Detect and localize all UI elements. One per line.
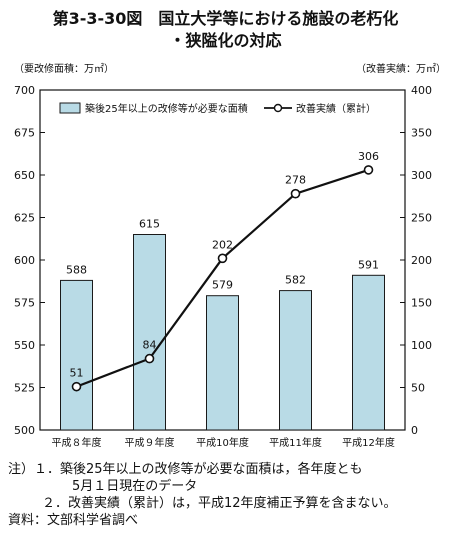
line-point <box>363 165 374 175</box>
left-axis-unit-label: （要改修面積：万㎡） <box>14 62 114 75</box>
bar <box>279 290 312 431</box>
bar <box>352 274 385 431</box>
chart: （要改修面積：万㎡） （改善実績：万㎡）500525550575600625650… <box>14 62 446 449</box>
x-axis-category-label: 平成10年度 <box>196 436 249 449</box>
legend-bar-swatch <box>59 102 81 114</box>
data-labels: 588 615 579 582 591 51 84 202 278 306 <box>66 150 379 380</box>
line-series <box>71 165 374 392</box>
legend-bar-label: 築後25年以上の改修等が必要な面積 <box>85 102 248 115</box>
left-axis-tick-label: 525 <box>14 382 35 395</box>
note-1-line-1: 注）１．築後25年以上の改修等が必要な面積は，各年度とも <box>8 461 448 478</box>
left-axis-tick-label: 650 <box>14 169 35 182</box>
legend-line-marker <box>273 103 283 113</box>
bar-series <box>60 234 385 431</box>
title-line-1: 第3-3-30図 国立大学等における施設の老朽化 <box>52 9 399 28</box>
right-axis-tick-label: 0 <box>411 424 418 437</box>
bar-value-label: 579 <box>212 279 233 292</box>
x-axis-category-label: 平成11年度 <box>269 436 322 449</box>
chart-title: 第3-3-30図 国立大学等における施設の老朽化 ・狭隘化の対応 <box>0 8 451 52</box>
note-1-prefix: 注）１． <box>8 462 61 477</box>
line-value-label: 51 <box>70 367 84 380</box>
x-axis-category-label: 平成12年度 <box>342 436 395 449</box>
bar <box>60 279 93 431</box>
legend: 築後25年以上の改修等が必要な面積 改善実績（累計） <box>59 102 376 115</box>
right-axis-tick-label: 150 <box>411 297 432 310</box>
left-axis-tick-label: 575 <box>14 297 35 310</box>
right-axis-tick-label: 200 <box>411 254 432 267</box>
bar <box>206 295 239 431</box>
right-axis-unit-label: （改善実績：万㎡） <box>356 62 446 75</box>
note-1-line-2: 5月１日現在のデータ <box>72 479 198 494</box>
bar-value-label: 588 <box>66 263 87 276</box>
bar-value-label: 591 <box>358 258 379 271</box>
left-axis-tick-label: 700 <box>14 84 35 97</box>
left-axis-tick-label: 500 <box>14 424 35 437</box>
left-axis-tick-label: 550 <box>14 339 35 352</box>
line-point <box>217 253 228 264</box>
line-point <box>71 381 82 392</box>
left-axis-tick-label: 600 <box>14 254 35 267</box>
left-axis-tick-label: 625 <box>14 212 35 225</box>
bar-value-label: 582 <box>285 274 306 287</box>
axes: （要改修面積：万㎡） （改善実績：万㎡）500525550575600625650… <box>14 62 446 449</box>
line-value-label: 278 <box>285 174 306 187</box>
line-value-label: 306 <box>358 150 379 163</box>
note-2-prefix: ２． <box>42 496 69 511</box>
right-axis-tick-label: 400 <box>411 84 432 97</box>
note-2-text: 改善実績（累計）は，平成12年度補正予算を含まない。 <box>68 496 397 511</box>
footnotes: 注）１．築後25年以上の改修等が必要な面積は，各年度とも 5月１日現在のデータ … <box>8 461 448 529</box>
right-axis-tick-label: 350 <box>411 127 432 140</box>
right-axis-tick-label: 300 <box>411 169 432 182</box>
line-point <box>290 188 301 199</box>
right-axis-tick-label: 50 <box>411 382 425 395</box>
left-axis-tick-label: 675 <box>14 127 35 140</box>
legend-line-label: 改善実績（累計） <box>296 102 376 115</box>
line-point <box>144 353 155 364</box>
line-value-label: 202 <box>212 238 233 251</box>
bar-value-label: 615 <box>139 218 160 231</box>
right-axis-tick-label: 250 <box>411 212 432 225</box>
note-2: ２．改善実績（累計）は，平成12年度補正予算を含まない。 <box>8 495 448 512</box>
note-1-text: 築後25年以上の改修等が必要な面積は，各年度とも <box>60 462 363 477</box>
x-axis-category-label: 平成９年度 <box>125 436 175 449</box>
right-axis-tick-label: 100 <box>411 339 432 352</box>
source-note: 資料：文部科学省調べ <box>8 513 139 528</box>
line-value-label: 84 <box>143 339 157 352</box>
title-line-2: ・狭隘化の対応 <box>169 31 282 50</box>
bar <box>133 234 166 431</box>
x-axis-category-label: 平成８年度 <box>52 436 102 449</box>
